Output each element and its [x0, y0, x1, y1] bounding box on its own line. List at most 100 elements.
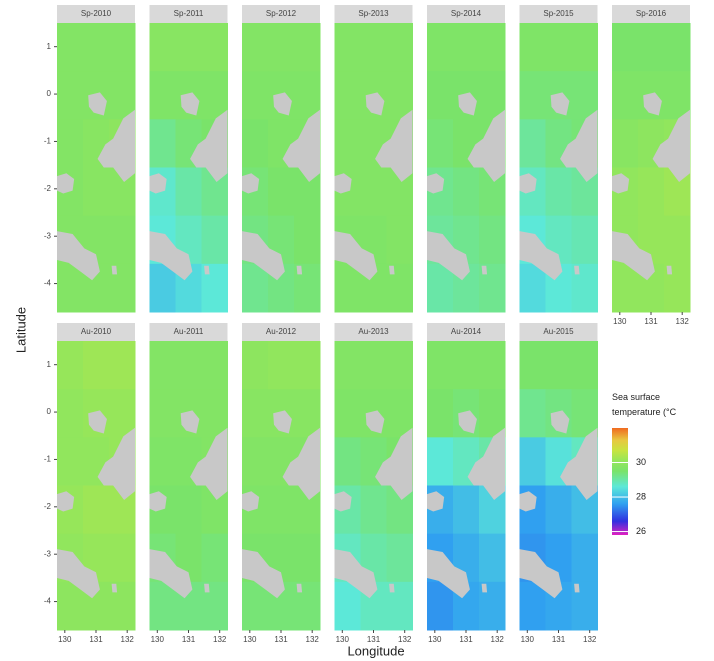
facet-strip	[519, 5, 598, 23]
land	[519, 173, 537, 194]
facet-title: Au-2012	[266, 327, 297, 336]
facet-strip	[519, 323, 598, 341]
heat-cell	[57, 263, 84, 313]
heat-cell	[57, 71, 84, 120]
heat-cell	[149, 263, 176, 313]
heat-cell	[612, 71, 639, 120]
x-tick-label: 130	[336, 635, 350, 644]
colorbar-tick-label: 30	[636, 457, 646, 467]
heat-cell	[242, 389, 269, 438]
land	[560, 427, 598, 500]
facet: Sp-2015	[519, 5, 598, 313]
land	[242, 173, 260, 194]
x-tick-label: 131	[89, 635, 103, 644]
heat-cell	[109, 341, 136, 390]
heat-cell	[334, 341, 361, 390]
x-tick-label: 131	[274, 635, 288, 644]
x-tick-label: 132	[306, 635, 320, 644]
heat-cell	[479, 215, 506, 265]
land	[458, 410, 477, 434]
land	[666, 265, 673, 275]
y-tick-label: -1	[44, 455, 52, 464]
colorbar-tick-label: 26	[636, 526, 646, 536]
land	[612, 231, 655, 281]
land	[652, 109, 690, 182]
heat-cell	[175, 341, 202, 390]
heat-cell	[57, 581, 84, 631]
y-tick-label: 0	[47, 89, 52, 98]
facet-title: Sp-2012	[266, 9, 297, 18]
heat-cell	[571, 23, 598, 72]
facet-strip	[149, 323, 228, 341]
heat-cell	[57, 119, 84, 168]
land	[560, 109, 598, 182]
heat-cell	[242, 341, 269, 390]
heat-cell	[109, 23, 136, 72]
heat-cell	[386, 533, 413, 583]
land	[519, 549, 563, 599]
land	[242, 491, 260, 512]
land	[389, 583, 395, 593]
facet: Sp-2014	[427, 5, 506, 313]
land	[375, 427, 413, 500]
heat-cell	[360, 23, 387, 72]
facet-strip	[334, 323, 413, 341]
heat-cell	[201, 23, 228, 72]
heat-cell	[109, 215, 136, 265]
heat-cell	[612, 119, 639, 168]
heat-cell	[453, 23, 480, 72]
heat-cell	[519, 437, 546, 486]
x-tick-label: 132	[676, 317, 690, 326]
facet-title: Au-2014	[451, 327, 482, 336]
heat-cell	[83, 341, 110, 390]
colorbar	[612, 428, 628, 535]
facet-strip	[242, 323, 320, 341]
land	[88, 410, 107, 434]
heat-cell	[360, 485, 387, 535]
land	[467, 427, 505, 500]
land	[375, 109, 413, 182]
heat-cell	[149, 437, 176, 486]
heat-cell	[427, 71, 454, 120]
land	[57, 231, 100, 281]
heat-cell	[386, 215, 413, 265]
heat-cell	[571, 71, 598, 120]
land	[427, 549, 470, 599]
facet-strip	[334, 5, 413, 23]
land	[612, 173, 630, 194]
facet: Au-2014 130 131 132	[427, 323, 506, 644]
facet-title: Sp-2010	[81, 9, 112, 18]
heat-cell	[83, 485, 110, 535]
heat-cell	[519, 71, 546, 120]
heat-cell	[545, 23, 572, 72]
land	[427, 173, 445, 194]
heat-cell	[175, 167, 202, 217]
land	[427, 491, 445, 512]
heat-cell	[664, 71, 691, 120]
heat-cell	[334, 23, 361, 72]
heat-cell	[268, 23, 295, 72]
y-tick-label: -2	[44, 184, 52, 193]
land	[334, 173, 352, 194]
x-tick-label: 132	[583, 635, 597, 644]
heat-cell	[427, 437, 454, 486]
heat-cell	[545, 485, 572, 535]
heat-cell	[612, 23, 639, 72]
heat-cell	[479, 533, 506, 583]
y-tick-label: -3	[44, 231, 52, 240]
heat-cell	[242, 263, 269, 313]
heat-cell	[294, 215, 321, 265]
heat-cell	[519, 263, 546, 313]
x-tick-label: 130	[521, 635, 535, 644]
facet-title: Au-2015	[543, 327, 574, 336]
heat-cell	[453, 341, 480, 390]
heat-cell	[294, 71, 321, 120]
land	[550, 92, 570, 116]
x-tick-label: 131	[644, 317, 658, 326]
land	[273, 410, 292, 434]
heat-cell	[386, 71, 413, 120]
land	[204, 265, 210, 275]
facet-title: Sp-2015	[543, 9, 574, 18]
x-tick-label: 130	[58, 635, 72, 644]
y-tick-label: -2	[44, 502, 52, 511]
